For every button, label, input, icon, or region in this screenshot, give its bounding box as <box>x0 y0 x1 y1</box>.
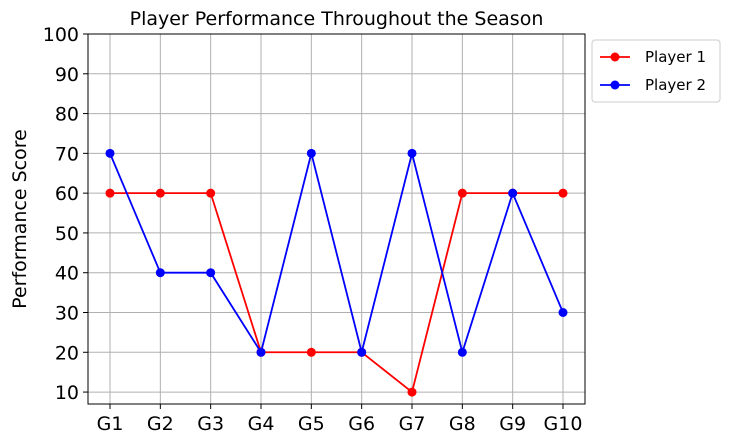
x-tick-label: G4 <box>248 413 275 435</box>
x-tick-label: G9 <box>499 413 526 435</box>
x-tick-label: G5 <box>298 413 325 435</box>
legend-label-player-1: Player 1 <box>645 48 706 66</box>
series-line-player-2 <box>109 153 564 356</box>
data-point-player-2 <box>558 307 568 317</box>
y-tick-label: 60 <box>55 183 79 205</box>
y-tick-label: 90 <box>55 64 79 86</box>
legend-marker-player-2 <box>610 80 620 90</box>
y-tick-label: 80 <box>55 104 79 126</box>
y-tick-label: 30 <box>55 302 79 324</box>
legend-box <box>591 39 721 103</box>
x-tick-label: G7 <box>399 413 426 435</box>
data-point-player-2 <box>357 347 367 357</box>
data-point-player-2 <box>508 188 518 198</box>
data-point-player-1 <box>558 188 568 198</box>
y-tick-label: 70 <box>55 143 79 165</box>
plot-frame <box>87 33 586 405</box>
data-point-player-1 <box>306 347 316 357</box>
data-point-player-1 <box>407 387 417 397</box>
legend-label-player-2: Player 2 <box>645 76 706 94</box>
y-axis-label: Performance Score <box>9 129 31 309</box>
x-tick-label: G10 <box>544 413 583 435</box>
data-point-player-1 <box>457 188 467 198</box>
data-point-player-2 <box>105 148 115 158</box>
axis-ticks: 10 20 30 40 50 60 70 80 90 100 G1 G2 G3 G4 G5 G6 G7 G8 G9 G… <box>43 24 583 435</box>
series-layer <box>105 148 568 397</box>
data-point-player-1 <box>206 188 216 198</box>
legend: Player 1 Player 2 <box>591 39 721 103</box>
y-tick-label: 50 <box>55 223 79 245</box>
y-tick-label: 100 <box>43 24 79 46</box>
y-tick-label: 10 <box>55 382 79 404</box>
x-tick-label: G6 <box>348 413 375 435</box>
data-point-player-2 <box>155 268 165 278</box>
data-point-player-2 <box>206 268 216 278</box>
x-tick-label: G8 <box>449 413 476 435</box>
data-point-player-2 <box>457 347 467 357</box>
data-point-player-2 <box>407 148 417 158</box>
legend-marker-player-1 <box>610 52 620 62</box>
series-line-player-1 <box>110 192 563 394</box>
data-point-player-2 <box>306 148 316 158</box>
grid <box>88 33 585 404</box>
x-tick-label: G1 <box>97 413 124 435</box>
y-tick-label: 40 <box>55 263 79 285</box>
y-tick-label: 20 <box>55 342 79 364</box>
data-point-player-1 <box>105 188 115 198</box>
data-point-player-1 <box>155 188 165 198</box>
x-tick-label: G3 <box>197 413 224 435</box>
data-point-player-2 <box>256 347 266 357</box>
x-tick-label: G2 <box>147 413 174 435</box>
chart-title: Player Performance Throughout the Season <box>130 8 544 30</box>
